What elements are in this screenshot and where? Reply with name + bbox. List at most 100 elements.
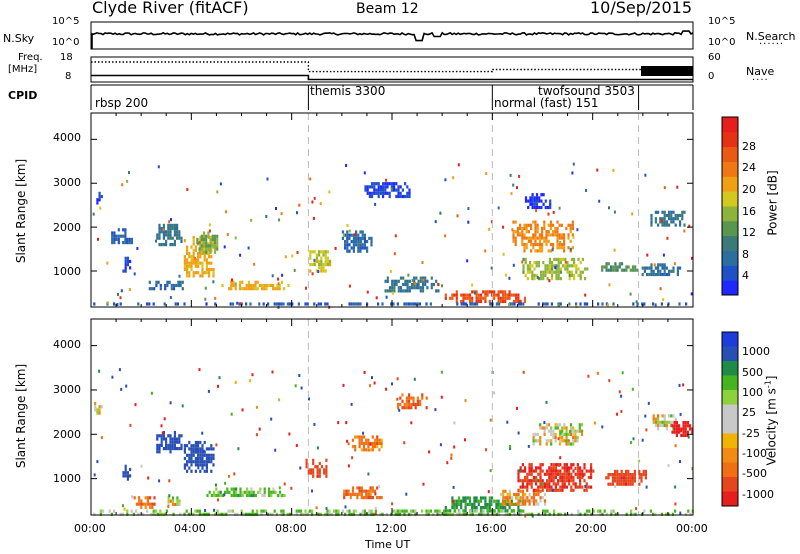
- echo-cell: [559, 431, 562, 435]
- echo-cell: [543, 472, 546, 476]
- echo-cell: [521, 242, 524, 247]
- echo-cell: [239, 490, 242, 494]
- echo-cell: [362, 445, 366, 449]
- echo-cell: [572, 482, 575, 486]
- echo-cell: [568, 479, 571, 483]
- echo-cell: [495, 499, 498, 503]
- echo-cell: [473, 499, 476, 503]
- echo-cell: [583, 302, 586, 306]
- echo-cell: [213, 490, 216, 494]
- echo-cell: [203, 440, 206, 445]
- echo-cell: [93, 473, 96, 477]
- echo-cell: [395, 194, 398, 199]
- echo-cell: [687, 509, 690, 513]
- echo-cell: [572, 439, 575, 443]
- echo-cell: [634, 512, 637, 516]
- velocity-cb-tick: -100: [742, 447, 767, 460]
- echo-cell: [572, 429, 575, 433]
- echo-cell: [231, 509, 234, 513]
- echo-cell: [522, 257, 525, 261]
- echo-cell: [158, 233, 161, 237]
- echo-cell: [402, 282, 405, 287]
- echo-cell: [256, 509, 259, 513]
- echo-cell: [128, 241, 131, 245]
- echo-cell: [167, 434, 170, 438]
- echo-cell: [601, 268, 604, 272]
- echo-cell: [462, 512, 465, 516]
- echo-cell: [364, 188, 367, 192]
- echo-cell: [558, 233, 561, 237]
- echo-cell: [388, 194, 391, 199]
- echo-cell: [100, 195, 103, 199]
- echo-cell: [601, 512, 604, 516]
- echo-cell: [359, 243, 362, 247]
- echo-cell: [370, 512, 373, 516]
- echo-cell: [535, 488, 538, 492]
- echo-cell: [524, 496, 527, 500]
- echo-cell: [347, 489, 350, 493]
- cpid-label: CPID: [8, 89, 38, 102]
- echo-cell: [512, 509, 516, 513]
- echo-cell: [515, 299, 518, 304]
- colorbar-swatch: [722, 346, 738, 362]
- echo-cell: [205, 250, 208, 254]
- echo-cell: [563, 469, 566, 473]
- echo-cell: [201, 453, 204, 457]
- echo-cell: [160, 440, 163, 444]
- colorbar-swatch: [722, 176, 738, 192]
- echo-cell: [659, 423, 662, 428]
- echo-cell: [535, 469, 538, 473]
- echo-cell: [508, 489, 511, 493]
- echo-cell: [523, 223, 526, 227]
- echo-cell: [279, 490, 282, 494]
- echo-cell: [500, 509, 503, 513]
- echo-cell: [636, 303, 639, 307]
- echo-cell: [574, 432, 577, 436]
- echo-cell: [341, 236, 344, 240]
- echo-cell: [312, 471, 315, 475]
- echo-cell: [545, 439, 548, 443]
- echo-cell: [186, 453, 189, 457]
- echo-cell: [227, 509, 230, 513]
- echo-cell: [324, 253, 327, 257]
- echo-cell: [412, 509, 415, 513]
- echo-cell: [196, 509, 199, 513]
- echo-cell: [200, 237, 203, 242]
- echo-cell: [549, 226, 552, 231]
- echo-cell: [370, 236, 373, 240]
- echo-cell: [225, 512, 228, 516]
- echo-cell: [120, 387, 123, 391]
- echo-cell: [190, 255, 193, 259]
- echo-cell: [159, 509, 162, 513]
- echo-cell: [557, 277, 560, 281]
- echo-cell: [452, 176, 455, 180]
- echo-cell: [194, 450, 197, 454]
- echo-cell: [538, 199, 541, 203]
- echo-cell: [506, 296, 509, 300]
- echo-cell: [325, 465, 328, 469]
- echo-cell: [305, 465, 308, 469]
- echo-cell: [689, 424, 692, 428]
- echo-cell: [495, 506, 498, 510]
- echo-cell: [508, 296, 511, 300]
- echo-cell: [144, 496, 147, 500]
- echo-cell: [344, 505, 347, 509]
- echo-cell: [675, 430, 678, 434]
- echo-cell: [654, 272, 657, 277]
- echo-cell: [542, 277, 545, 281]
- echo-cell: [661, 263, 664, 267]
- echo-cell: [153, 287, 156, 291]
- echo-cell: [173, 243, 176, 247]
- echo-cell: [557, 469, 560, 473]
- echo-cell: [391, 502, 394, 506]
- echo-cell: [325, 458, 328, 462]
- echo-cell: [390, 512, 393, 516]
- echo-cell: [413, 279, 416, 283]
- echo-cell: [371, 496, 374, 500]
- echo-cell: [657, 423, 660, 428]
- echo-cell: [563, 233, 566, 237]
- echo-cell: [654, 210, 657, 214]
- echo-cell: [100, 405, 103, 409]
- echo-cell: [146, 499, 149, 503]
- echo-cell: [208, 490, 211, 494]
